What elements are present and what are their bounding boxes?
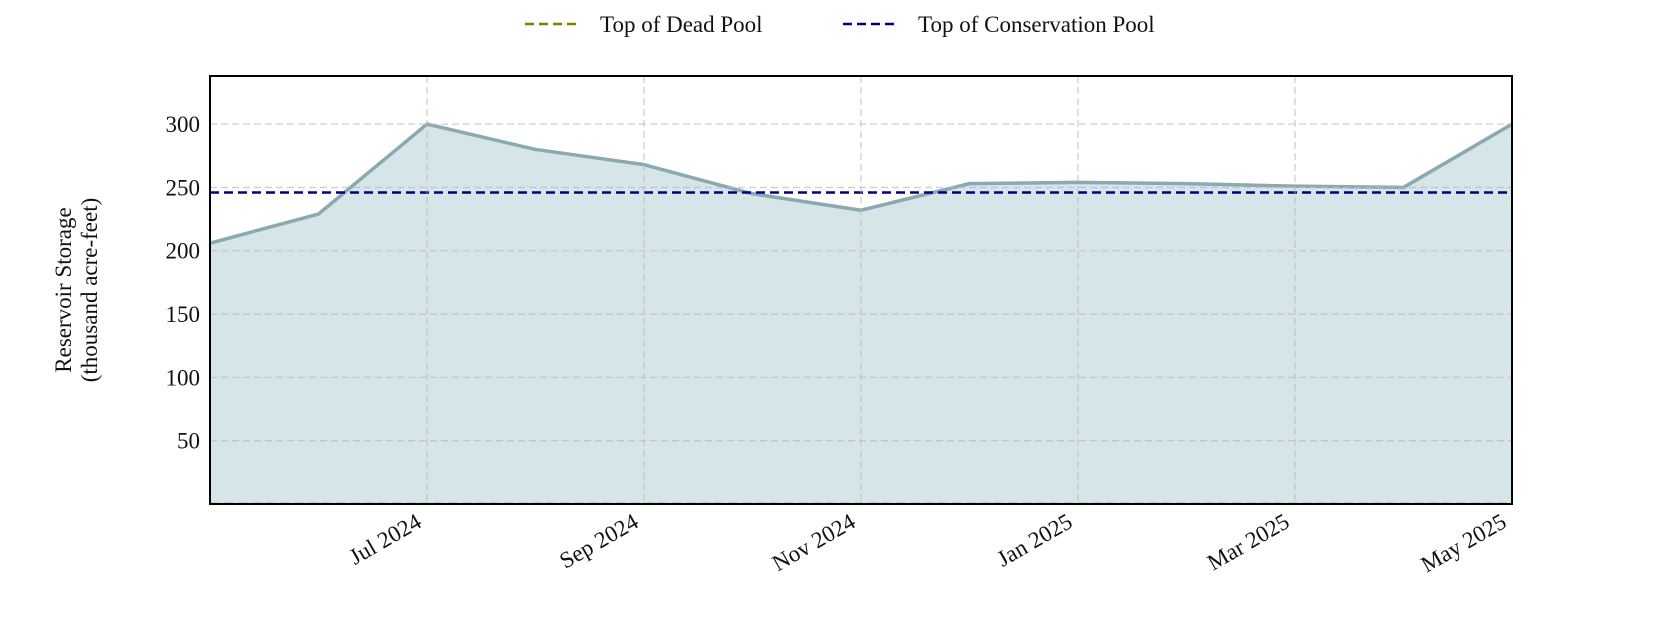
- y-axis-title: Reservoir Storage (thousand acre-feet): [51, 198, 102, 383]
- y-axis-unit: (thousand acre-feet): [77, 198, 102, 383]
- y-axis-label: Reservoir Storage: [51, 207, 76, 372]
- y-tick-label: 100: [166, 365, 201, 390]
- y-tick-label: 150: [166, 302, 201, 327]
- x-tick-label: Nov 2024: [768, 508, 860, 576]
- x-tick-label: Mar 2025: [1203, 509, 1294, 576]
- x-tick-label: May 2025: [1417, 509, 1511, 578]
- x-tick-label: Jan 2025: [993, 509, 1077, 572]
- y-tick-label: 250: [166, 175, 201, 200]
- x-tick-label: Jul 2024: [345, 508, 426, 569]
- plot-frame: [209, 75, 1513, 505]
- legend-label: Top of Conservation Pool: [918, 12, 1155, 37]
- legend-label: Top of Dead Pool: [600, 12, 763, 37]
- y-tick-label: 200: [166, 239, 201, 264]
- x-tick-label: Sep 2024: [555, 508, 643, 573]
- y-tick-label: 300: [166, 112, 201, 137]
- y-tick-label: 50: [177, 429, 200, 454]
